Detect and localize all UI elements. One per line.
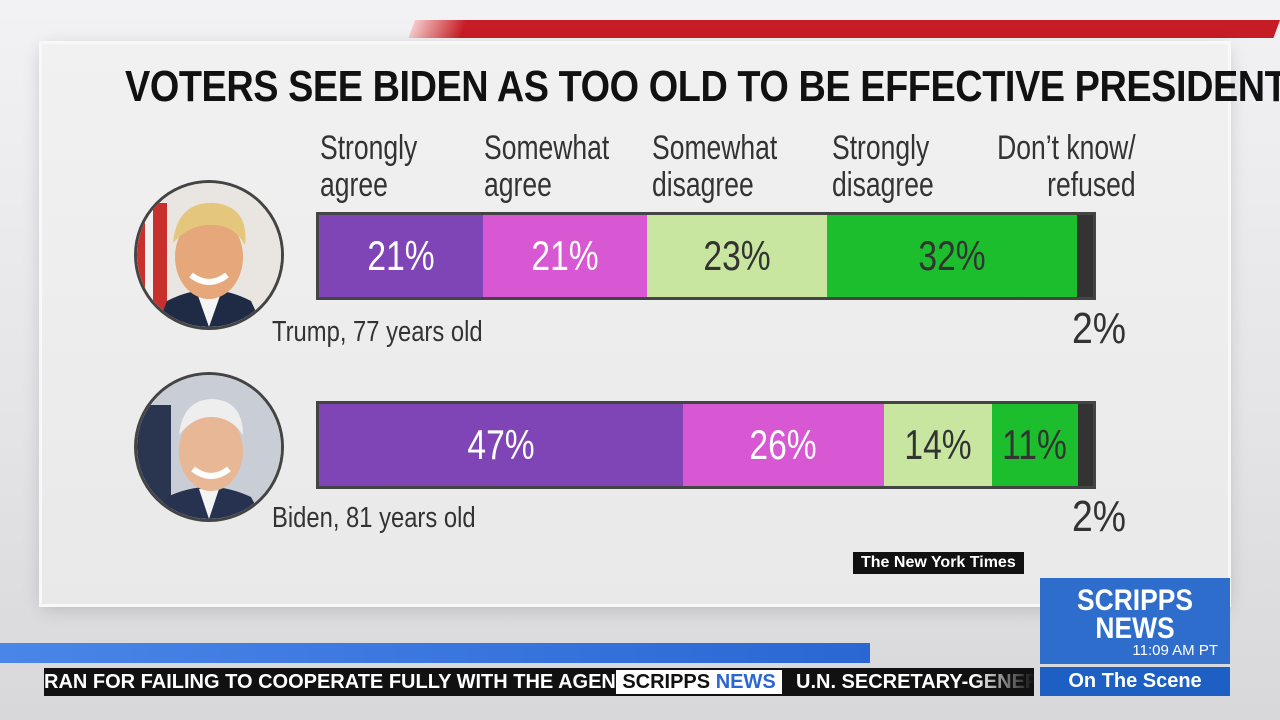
- program-name: On The Scene: [1040, 667, 1230, 696]
- biden-bar: 47% 26% 14% 11%: [316, 401, 1096, 489]
- bar-value-label: 21%: [531, 232, 599, 279]
- scripps-news-logo: SCRIPPS NEWS 11:09 AM PT: [1040, 578, 1230, 664]
- ticker-fade: [974, 668, 1034, 696]
- biden-dont-know-label: 2%: [1072, 492, 1127, 541]
- ticker-brand: SCRIPPS NEWS: [616, 670, 782, 694]
- ticker-brand-a: SCRIPPS: [622, 671, 711, 693]
- bar-value-label: 23%: [703, 232, 771, 279]
- red-accent-stripe: [408, 20, 1280, 38]
- bar-value-label: 47%: [467, 421, 535, 468]
- ticker-brand-b: NEWS: [715, 671, 776, 693]
- category-header-5: Don’t know/ refused: [997, 129, 1136, 204]
- bar-segment-biden-3: 14%: [884, 404, 993, 486]
- bar-segment-trump-2: 21%: [483, 215, 648, 297]
- bar-segment-trump-1: 21%: [319, 215, 484, 297]
- bar-value-label: 21%: [367, 232, 435, 279]
- bar-segment-trump-3: 23%: [647, 215, 828, 297]
- logo-line-2: NEWS: [1095, 612, 1175, 645]
- bar-value-label: 32%: [918, 232, 986, 279]
- biden-row-label: Biden, 81 years old: [272, 502, 476, 534]
- trump-dont-know-label: 2%: [1072, 304, 1127, 353]
- biden-portrait: [134, 372, 284, 522]
- trump-portrait: [134, 180, 284, 330]
- clock: 11:09 AM PT: [1132, 642, 1218, 659]
- bar-segment-biden-5: [1077, 404, 1093, 486]
- ticker-headline-left: RAN FOR FAILING TO COOPERATE FULLY WITH …: [44, 671, 644, 693]
- biden-portrait-icon: [137, 375, 281, 519]
- category-header-1: Strongly agree: [320, 129, 418, 204]
- trump-bar: 21% 21% 23% 32%: [316, 212, 1096, 300]
- source-credit: The New York Times: [853, 552, 1024, 574]
- category-header-3: Somewhat disagree: [652, 129, 778, 204]
- bar-segment-biden-2: 26%: [682, 404, 884, 486]
- bar-segment-biden-1: 47%: [319, 404, 683, 486]
- bar-value-label: 14%: [904, 421, 972, 468]
- bar-value-label: 26%: [749, 421, 817, 468]
- trump-row-label: Trump, 77 years old: [272, 316, 483, 348]
- trump-portrait-icon: [137, 183, 281, 327]
- bar-value-label: 11%: [1002, 421, 1068, 468]
- lower-third-band: [0, 643, 870, 663]
- bar-segment-trump-4: 32%: [827, 215, 1078, 297]
- bar-segment-biden-4: 11%: [992, 404, 1078, 486]
- category-header-4: Strongly disagree: [832, 129, 934, 204]
- category-header-2: Somewhat agree: [484, 129, 610, 204]
- bar-segment-trump-5: [1077, 215, 1093, 297]
- chart-title: VOTERS SEE BIDEN AS TOO OLD TO BE EFFECT…: [125, 62, 1280, 111]
- news-ticker: RAN FOR FAILING TO COOPERATE FULLY WITH …: [44, 668, 1034, 696]
- logo-line-1: SCRIPPS: [1077, 584, 1193, 617]
